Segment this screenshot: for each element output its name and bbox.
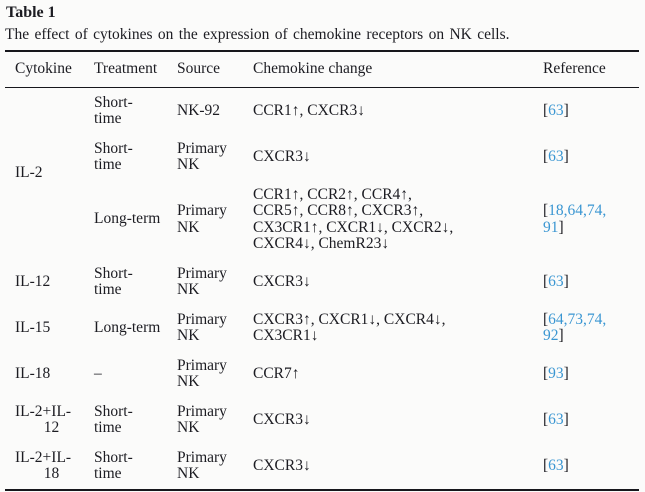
chemokine-cell: CCR1↑, CCR2↑, CCR4↑, CCR5↑, CCR8↑, CXCR3↑… <box>253 185 454 252</box>
cytokine-cell: IL-2+IL- 18 <box>15 448 72 482</box>
table-row: IL-18 – Primary NK CCR7↑ [93] <box>5 351 639 397</box>
cytokine-cell: IL-2 <box>15 164 43 182</box>
source-cell: Primary NK <box>177 139 227 173</box>
treatment-cell: Short-time <box>94 93 133 127</box>
source-cell: Primary NK <box>177 202 227 236</box>
reference-separator: , <box>583 202 587 219</box>
reference-link[interactable]: 63 <box>548 101 564 119</box>
reference-separator: , <box>583 310 587 328</box>
treatment-cell: – <box>94 364 102 382</box>
reference-link[interactable]: 73 <box>567 310 584 328</box>
source-cell: Primary NK <box>177 402 227 436</box>
reference-link[interactable]: 63 <box>548 147 564 165</box>
treatment-cell: Short-time <box>94 448 133 482</box>
chemokine-cell: CCR7↑ <box>253 364 300 382</box>
column-header-chemokine-change: Chemokine change <box>253 51 543 88</box>
reference-cell: [63] <box>543 272 569 290</box>
cytokine-cell: IL-18 <box>15 364 51 382</box>
table-row: IL-2+IL- 18 Short-time Primary NK CXCR3↓ [63] <box>5 443 639 490</box>
reference-link[interactable]: 64 <box>567 202 584 219</box>
reference-separator: , <box>602 310 607 328</box>
table-row: IL-15 Long-term Primary NK CXCR3↑, CXCR1↓, C… <box>5 305 639 351</box>
column-header-cytokine: Cytokine <box>5 51 94 88</box>
column-header-treatment: Treatment <box>94 51 177 88</box>
column-header-reference: Reference <box>543 51 639 88</box>
chemokine-cell: CCR1↑, CXCR3↓ <box>253 101 365 119</box>
source-cell: Primary NK <box>177 310 227 344</box>
table-row: IL-12 Short-time Primary NK CXCR3↓ [63] <box>5 259 639 305</box>
reference-cell: [93] <box>543 364 569 382</box>
table-title: Table 1 <box>6 4 56 21</box>
treatment-cell: Long-term <box>94 318 161 336</box>
source-cell: NK-92 <box>177 101 221 119</box>
chemokine-cell: CXCR3↓ <box>253 456 311 474</box>
reference-cell: [63] <box>543 101 569 119</box>
reference-link[interactable]: 18 <box>548 202 564 219</box>
table-row: Short-time Primary NK CXCR3↓ [63] <box>5 134 639 180</box>
table-row: IL-2 Short-time NK-92 CCR1↑, CXCR3↓ [63] <box>5 88 639 181</box>
reference-separator: , <box>563 202 568 219</box>
treatment-cell: Short-time <box>94 402 133 436</box>
header-row: Cytokine Treatment Source Chemokine chan… <box>5 51 639 88</box>
reference-link[interactable]: 92 <box>543 327 559 344</box>
treatment-cell: Short-time <box>94 264 133 298</box>
chemokine-cell: CXCR3↓ <box>253 272 311 290</box>
reference-link[interactable]: 64 <box>548 310 564 328</box>
source-cell: Primary NK <box>177 356 227 390</box>
reference-cell: [63] <box>543 456 569 474</box>
treatment-cell: Short-time <box>94 139 133 173</box>
chemokine-cell: CXCR3↑, CXCR1↓, CXCR4↓, CX3CR1↓ <box>253 310 446 344</box>
reference-link[interactable]: 74 <box>586 310 603 328</box>
table-caption: The effect of cytokines on the expressio… <box>5 26 510 43</box>
cytokine-cell: IL-15 <box>15 318 51 336</box>
source-cell: Primary NK <box>177 264 227 298</box>
cytokine-table: Cytokine Treatment Source Chemokine chan… <box>5 50 639 491</box>
reference-separator: , <box>602 202 607 219</box>
reference-link[interactable]: 74 <box>586 202 603 219</box>
chemokine-cell: CXCR3↓ <box>253 147 311 165</box>
table-row: IL-2+IL- 12 Short-time Primary NK CXCR3↓ [63] <box>5 397 639 443</box>
cytokine-cell: IL-2+IL- 12 <box>15 402 72 436</box>
reference-link[interactable]: 91 <box>543 218 559 236</box>
reference-link[interactable]: 63 <box>548 272 564 290</box>
table-row: Long-term Primary NK CCR1↑, CCR2↑, CCR4↑, CC… <box>5 180 639 259</box>
reference-cell: [63] <box>543 147 569 165</box>
cytokine-cell: IL-12 <box>15 272 51 290</box>
reference-link[interactable]: 63 <box>548 410 564 428</box>
source-cell: Primary NK <box>177 448 227 482</box>
column-header-source: Source <box>177 51 253 88</box>
table-body: IL-2 Short-time NK-92 CCR1↑, CXCR3↓ [63] Shor… <box>5 88 639 491</box>
reference-link[interactable]: 93 <box>548 364 564 382</box>
reference-separator: , <box>563 310 568 328</box>
reference-cell: [64,73,74,92] <box>543 310 607 344</box>
reference-link[interactable]: 63 <box>548 456 564 474</box>
treatment-cell: Long-term <box>94 210 161 228</box>
reference-cell: [63] <box>543 410 569 428</box>
reference-cell: [18,64,74,91] <box>543 202 607 236</box>
chemokine-cell: CXCR3↓ <box>253 410 311 428</box>
